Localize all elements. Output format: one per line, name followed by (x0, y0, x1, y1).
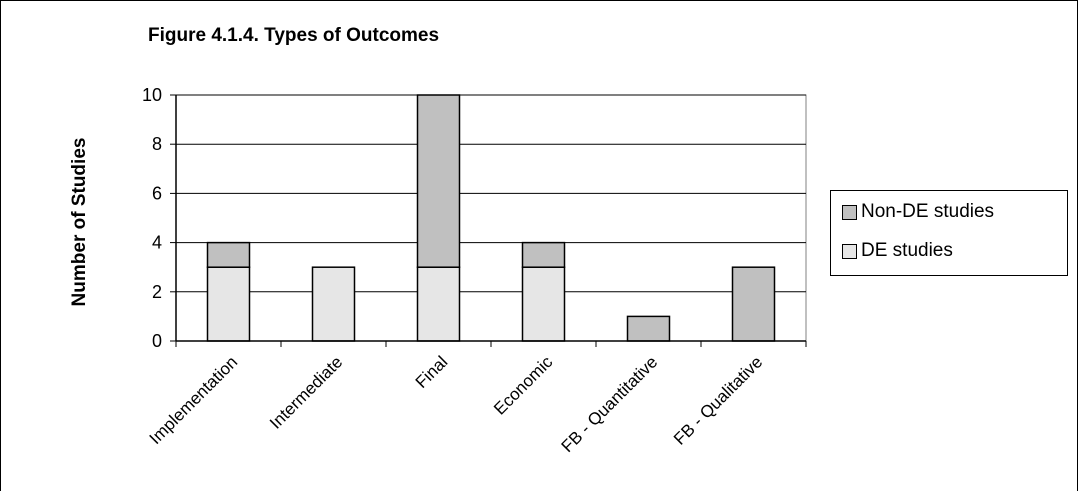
bar-de-final (416, 266, 461, 342)
y-tick-label: 2 (152, 282, 162, 302)
legend-item-de: DE studies (842, 240, 953, 262)
bar-non-de-fb-qualitative (731, 266, 776, 342)
y-tick-label: 4 (152, 233, 162, 253)
legend-item-non-de: Non-DE studies (842, 201, 994, 223)
plot-area (175, 94, 807, 342)
legend: Non-DE studies DE studies (830, 190, 1068, 276)
bar-de-implementation (206, 266, 251, 342)
x-tick-label: Implementation (146, 352, 242, 448)
bar-de-economic (521, 266, 566, 342)
legend-label-de: DE studies (861, 240, 953, 261)
y-tick-label: 6 (152, 183, 162, 203)
bar-non-de-economic (521, 241, 566, 268)
y-tick-label: 8 (152, 134, 162, 154)
legend-swatch-non-de (842, 204, 857, 220)
legend-swatch-de (842, 243, 857, 259)
bar-non-de-final (416, 94, 461, 268)
chart-title: Figure 4.1.4. Types of Outcomes (148, 25, 440, 46)
legend-label-non-de: Non-DE studies (861, 201, 995, 222)
axes (170, 94, 807, 347)
bars (206, 94, 776, 342)
x-tick-label: Final (412, 352, 451, 391)
y-tick-label: 0 (152, 331, 162, 351)
y-tick-label: 10 (142, 85, 162, 105)
bar-de-intermediate (311, 266, 356, 342)
bar-non-de-fb-quantitative (626, 315, 671, 342)
bar-non-de-implementation (206, 241, 251, 268)
x-tick-label: FB - Qualitative (670, 352, 766, 448)
x-tick-label: FB - Quantitative (558, 352, 662, 456)
x-tick-label: Intermediate (266, 352, 346, 432)
gridlines (175, 94, 807, 342)
x-tick-label: Economic (490, 352, 557, 419)
